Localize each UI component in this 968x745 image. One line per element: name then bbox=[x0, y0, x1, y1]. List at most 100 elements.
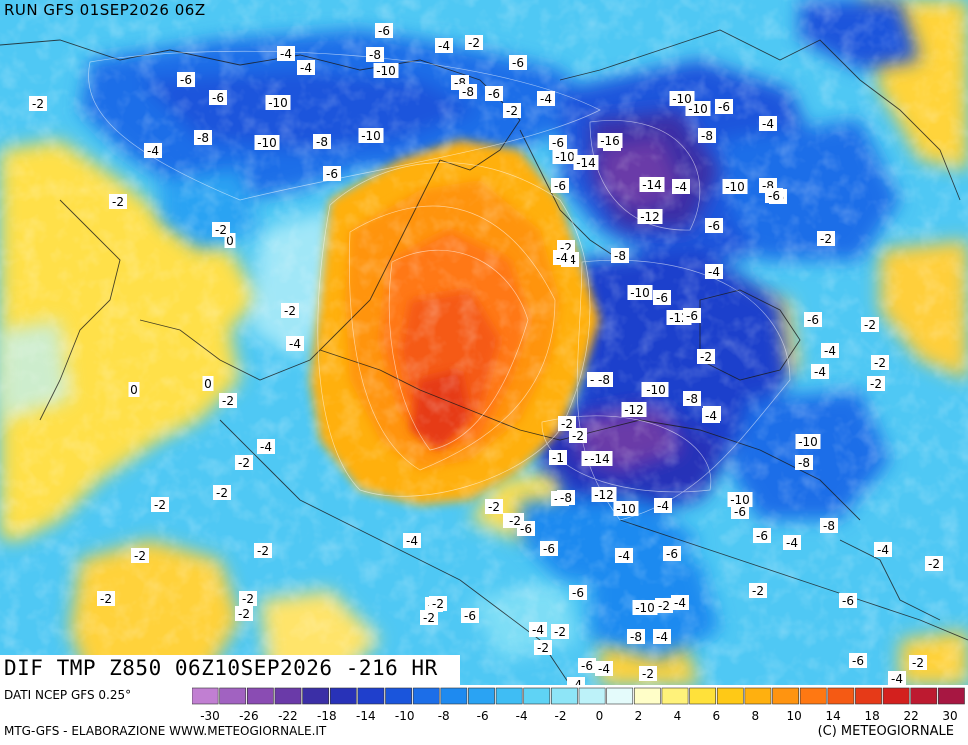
svg-text:-2: -2 bbox=[820, 232, 832, 246]
svg-text:-4: -4 bbox=[657, 499, 669, 513]
svg-text:0: 0 bbox=[204, 377, 212, 391]
svg-text:-4: -4 bbox=[540, 92, 552, 106]
svg-text:-4: -4 bbox=[656, 630, 668, 644]
contour-value-label: -10 bbox=[632, 600, 658, 615]
contour-value-label: -12 bbox=[591, 487, 617, 502]
contour-value-label: -4 bbox=[567, 677, 585, 685]
svg-text:-10: -10 bbox=[361, 129, 381, 143]
credit-right: (C) METEOGIORNALE bbox=[817, 724, 954, 739]
svg-text:-2: -2 bbox=[752, 584, 764, 598]
svg-text:-6: -6 bbox=[852, 654, 864, 668]
svg-text:-2: -2 bbox=[560, 241, 572, 255]
contour-value-label: -8 bbox=[313, 134, 331, 149]
svg-text:-2: -2 bbox=[154, 498, 166, 512]
legend-swatch bbox=[661, 687, 689, 705]
legend-swatch bbox=[772, 687, 799, 705]
legend-swatch bbox=[523, 687, 551, 705]
contour-value-label: -10 bbox=[265, 95, 291, 110]
svg-text:-6: -6 bbox=[464, 609, 476, 623]
svg-text:-8: -8 bbox=[197, 131, 209, 145]
svg-text:-2: -2 bbox=[658, 599, 670, 613]
contour-value-label: -10 bbox=[795, 434, 821, 449]
contour-value-label: -10 bbox=[722, 179, 748, 194]
legend-swatch bbox=[440, 687, 468, 705]
contour-value-label: -6 bbox=[509, 55, 527, 70]
svg-text:-4: -4 bbox=[280, 47, 292, 61]
svg-text:-4: -4 bbox=[147, 144, 159, 158]
contour-value-label: -4 bbox=[783, 535, 801, 550]
svg-text:-14: -14 bbox=[642, 178, 662, 192]
svg-text:-16: -16 bbox=[600, 134, 620, 148]
contour-value-label: -12 bbox=[637, 209, 663, 224]
contour-value-label: -6 bbox=[849, 653, 867, 668]
contour-value-label: -4 bbox=[615, 548, 633, 563]
svg-text:-2: -2 bbox=[506, 104, 518, 118]
svg-text:-2: -2 bbox=[642, 667, 654, 681]
svg-text:-6: -6 bbox=[756, 529, 768, 543]
contour-value-label: -4 bbox=[654, 498, 672, 513]
svg-text:-6: -6 bbox=[572, 586, 584, 600]
svg-text:-6: -6 bbox=[708, 219, 720, 233]
svg-text:-2: -2 bbox=[870, 377, 882, 391]
svg-text:-4: -4 bbox=[438, 39, 450, 53]
contour-value-label: -2 bbox=[909, 655, 927, 670]
svg-text:-6: -6 bbox=[552, 136, 564, 150]
contour-value-label: -6 bbox=[765, 188, 783, 203]
contour-value-label: -2 bbox=[281, 303, 299, 318]
svg-text:-2: -2 bbox=[238, 456, 250, 470]
contour-value-label: -2 bbox=[558, 416, 576, 431]
contour-value-label: -10 bbox=[613, 501, 639, 516]
contour-value-label: -4 bbox=[671, 595, 689, 610]
credit-left: MTG-GFS - ELABORAZIONE WWW.METEOGIORNALE… bbox=[4, 724, 327, 738]
svg-text:-2: -2 bbox=[112, 195, 124, 209]
svg-text:-14: -14 bbox=[576, 156, 596, 170]
contour-value-label: -2 bbox=[212, 222, 230, 237]
contour-value-label: 0 bbox=[224, 233, 236, 248]
legend-swatch bbox=[192, 687, 219, 705]
contour-value-label: -2 bbox=[239, 591, 257, 606]
legend-swatch bbox=[827, 687, 855, 705]
contour-value-label: -4 bbox=[702, 408, 720, 423]
contour-value-label: -6 bbox=[177, 72, 195, 87]
contour-value-label: -4 bbox=[595, 661, 613, 676]
contour-value-label: -4 bbox=[553, 250, 571, 265]
svg-text:-4: -4 bbox=[618, 549, 630, 563]
contour-value-label: -8 bbox=[557, 490, 575, 505]
legend-swatch bbox=[716, 687, 744, 705]
contour-value-label: -6 bbox=[839, 593, 857, 608]
svg-text:-10: -10 bbox=[555, 150, 575, 164]
contour-value-label: -8 bbox=[795, 455, 813, 470]
legend-swatch bbox=[385, 687, 412, 705]
svg-text:-8: -8 bbox=[369, 48, 381, 62]
contour-value-label: -6 bbox=[549, 135, 567, 150]
svg-text:-4: -4 bbox=[891, 672, 903, 685]
contour-value-label: -4 bbox=[286, 336, 304, 351]
svg-text:-8: -8 bbox=[798, 456, 810, 470]
svg-text:-10: -10 bbox=[730, 493, 750, 507]
contour-value-label: -4 bbox=[821, 343, 839, 358]
contour-value-label: -14 bbox=[573, 155, 599, 170]
legend-swatch bbox=[855, 687, 882, 705]
svg-text:-12: -12 bbox=[624, 403, 644, 417]
contour-value-label: -8 bbox=[459, 84, 477, 99]
contour-value-label: -2 bbox=[235, 606, 253, 621]
contour-value-label: -6 bbox=[715, 99, 733, 114]
contour-value-label: -10 bbox=[643, 382, 669, 397]
contour-value-label: -2 bbox=[97, 591, 115, 606]
legend-tick-label: -18 bbox=[317, 709, 337, 723]
svg-text:-2: -2 bbox=[537, 641, 549, 655]
contour-value-label: -6 bbox=[663, 546, 681, 561]
coastlines bbox=[0, 29, 968, 685]
contour-value-label: -10 bbox=[552, 149, 578, 164]
contour-value-label: -6 bbox=[461, 608, 479, 623]
svg-text:-6: -6 bbox=[666, 547, 678, 561]
contour-value-label: -6 bbox=[485, 86, 503, 101]
contour-value-label: -8 bbox=[627, 629, 645, 644]
contour-value-label: -2 bbox=[551, 624, 569, 639]
svg-text:-6: -6 bbox=[326, 167, 338, 181]
contour-value-label: -2 bbox=[485, 499, 503, 514]
contour-value-label: -2 bbox=[817, 231, 835, 246]
legend-tick-label: -6 bbox=[477, 709, 489, 723]
contour-value-label: -4 bbox=[888, 671, 906, 685]
legend-swatch bbox=[274, 687, 302, 705]
